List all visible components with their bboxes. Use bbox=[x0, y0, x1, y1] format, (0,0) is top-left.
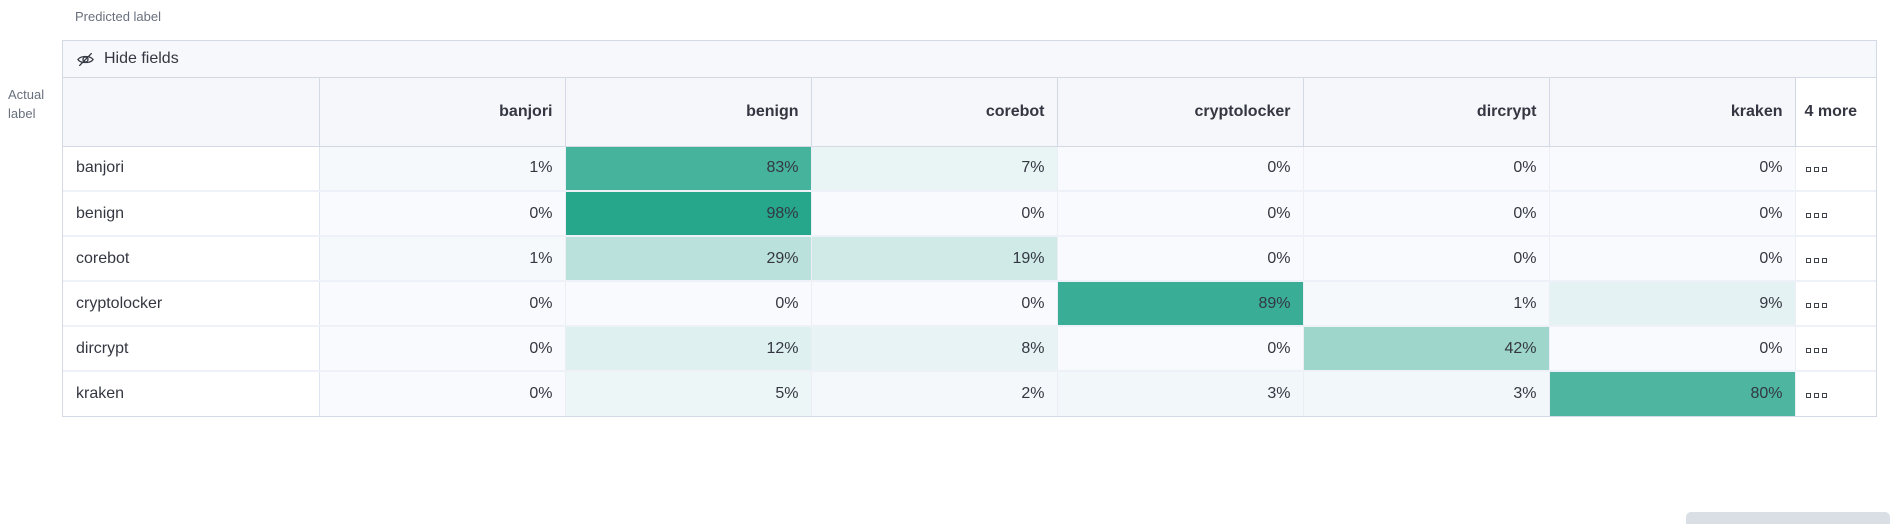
matrix-body: banjori 1% 83% 7% 0% 0% 0% benign 0% 98% 0% 0% 0% 0% c… bbox=[63, 146, 1876, 416]
row-label-banjori[interactable]: banjori bbox=[63, 146, 320, 192]
confusion-matrix-table: banjori benign corebot cryptolocker dircrypt… bbox=[63, 78, 1876, 416]
more-values-cell-dircrypt[interactable] bbox=[1794, 326, 1876, 372]
matrix-cell-banjori-banjori[interactable]: 1% bbox=[319, 146, 566, 192]
matrix-cell-corebot-cryptolocker[interactable]: 0% bbox=[1057, 236, 1304, 282]
matrix-cell-banjori-corebot[interactable]: 7% bbox=[811, 146, 1058, 192]
matrix-row-kraken: kraken 0% 5% 2% 3% 3% 80% bbox=[63, 371, 1876, 416]
more-values-cell-banjori[interactable] bbox=[1794, 146, 1876, 192]
more-dots-icon bbox=[1805, 347, 1827, 353]
matrix-cell-corebot-benign[interactable]: 29% bbox=[565, 236, 812, 282]
more-values-cell-kraken[interactable] bbox=[1794, 371, 1876, 416]
matrix-cell-kraken-benign[interactable]: 5% bbox=[565, 371, 812, 416]
corner-header-cell bbox=[63, 78, 320, 147]
row-label-corebot[interactable]: corebot bbox=[63, 236, 320, 282]
matrix-cell-corebot-dircrypt[interactable]: 0% bbox=[1303, 236, 1550, 282]
more-dots-icon bbox=[1805, 212, 1827, 218]
eye-slash-icon bbox=[77, 52, 94, 66]
more-dots-icon bbox=[1805, 393, 1827, 398]
horizontal-scrollbar-thumb[interactable] bbox=[1686, 512, 1890, 524]
more-dots-icon bbox=[1805, 167, 1827, 173]
matrix-cell-benign-corebot[interactable]: 0% bbox=[811, 191, 1058, 237]
confusion-matrix-panel: Hide fields banjori benign corebot cryptolo… bbox=[62, 40, 1877, 417]
matrix-cell-banjori-benign[interactable]: 83% bbox=[565, 146, 812, 192]
row-label-benign[interactable]: benign bbox=[63, 191, 320, 237]
matrix-cell-benign-banjori[interactable]: 0% bbox=[319, 191, 566, 237]
matrix-cell-benign-benign[interactable]: 98% bbox=[565, 191, 812, 237]
matrix-cell-benign-kraken[interactable]: 0% bbox=[1549, 191, 1796, 237]
hide-fields-label: Hide fields bbox=[104, 50, 179, 67]
matrix-cell-corebot-corebot[interactable]: 19% bbox=[811, 236, 1058, 282]
matrix-cell-corebot-kraken[interactable]: 0% bbox=[1549, 236, 1796, 282]
more-dots-icon bbox=[1805, 302, 1827, 308]
matrix-cell-kraken-kraken[interactable]: 80% bbox=[1549, 371, 1796, 416]
matrix-cell-corebot-banjori[interactable]: 1% bbox=[319, 236, 566, 282]
column-header-banjori[interactable]: banjori bbox=[319, 78, 566, 147]
matrix-cell-benign-dircrypt[interactable]: 0% bbox=[1303, 191, 1550, 237]
matrix-cell-dircrypt-corebot[interactable]: 8% bbox=[811, 326, 1058, 372]
matrix-cell-dircrypt-cryptolocker[interactable]: 0% bbox=[1057, 326, 1304, 372]
matrix-cell-cryptolocker-corebot[interactable]: 0% bbox=[811, 281, 1058, 327]
more-dots-icon bbox=[1805, 257, 1827, 263]
matrix-row-benign: benign 0% 98% 0% 0% 0% 0% bbox=[63, 191, 1876, 237]
matrix-row-corebot: corebot 1% 29% 19% 0% 0% 0% bbox=[63, 236, 1876, 282]
row-label-cryptolocker[interactable]: cryptolocker bbox=[63, 281, 320, 327]
matrix-cell-cryptolocker-benign[interactable]: 0% bbox=[565, 281, 812, 327]
matrix-cell-dircrypt-benign[interactable]: 12% bbox=[565, 326, 812, 372]
more-values-cell-corebot[interactable] bbox=[1794, 236, 1876, 282]
column-header-dircrypt[interactable]: dircrypt bbox=[1303, 78, 1550, 147]
matrix-cell-banjori-cryptolocker[interactable]: 0% bbox=[1057, 146, 1304, 192]
more-values-cell-cryptolocker[interactable] bbox=[1794, 281, 1876, 327]
matrix-cell-dircrypt-dircrypt[interactable]: 42% bbox=[1303, 326, 1550, 372]
row-label-kraken[interactable]: kraken bbox=[63, 371, 320, 416]
matrix-row-banjori: banjori 1% 83% 7% 0% 0% 0% bbox=[63, 146, 1876, 192]
matrix-header: banjori benign corebot cryptolocker dircrypt… bbox=[63, 78, 1876, 147]
matrix-cell-cryptolocker-banjori[interactable]: 0% bbox=[319, 281, 566, 327]
column-header-cryptolocker[interactable]: cryptolocker bbox=[1057, 78, 1304, 147]
matrix-cell-dircrypt-kraken[interactable]: 0% bbox=[1549, 326, 1796, 372]
matrix-cell-cryptolocker-kraken[interactable]: 9% bbox=[1549, 281, 1796, 327]
matrix-cell-dircrypt-banjori[interactable]: 0% bbox=[319, 326, 566, 372]
matrix-cell-kraken-dircrypt[interactable]: 3% bbox=[1303, 371, 1550, 416]
matrix-cell-banjori-dircrypt[interactable]: 0% bbox=[1303, 146, 1550, 192]
matrix-cell-cryptolocker-dircrypt[interactable]: 1% bbox=[1303, 281, 1550, 327]
matrix-row-dircrypt: dircrypt 0% 12% 8% 0% 42% 0% bbox=[63, 326, 1876, 372]
column-header-corebot[interactable]: corebot bbox=[811, 78, 1058, 147]
hide-fields-button[interactable]: Hide fields bbox=[63, 41, 1876, 78]
more-columns-header[interactable]: 4 more bbox=[1795, 78, 1876, 147]
matrix-cell-kraken-banjori[interactable]: 0% bbox=[319, 371, 566, 416]
matrix-cell-kraken-cryptolocker[interactable]: 3% bbox=[1057, 371, 1304, 416]
matrix-cell-kraken-corebot[interactable]: 2% bbox=[811, 371, 1058, 416]
matrix-cell-cryptolocker-cryptolocker[interactable]: 89% bbox=[1057, 281, 1304, 327]
matrix-cell-benign-cryptolocker[interactable]: 0% bbox=[1057, 191, 1304, 237]
predicted-label: Predicted label bbox=[75, 9, 161, 24]
actual-label: Actual label bbox=[8, 87, 45, 121]
matrix-cell-banjori-kraken[interactable]: 0% bbox=[1549, 146, 1796, 192]
matrix-row-cryptolocker: cryptolocker 0% 0% 0% 89% 1% 9% bbox=[63, 281, 1876, 327]
more-values-cell-benign[interactable] bbox=[1794, 191, 1876, 237]
column-header-benign[interactable]: benign bbox=[565, 78, 812, 147]
column-header-kraken[interactable]: kraken bbox=[1549, 78, 1796, 147]
row-label-dircrypt[interactable]: dircrypt bbox=[63, 326, 320, 372]
